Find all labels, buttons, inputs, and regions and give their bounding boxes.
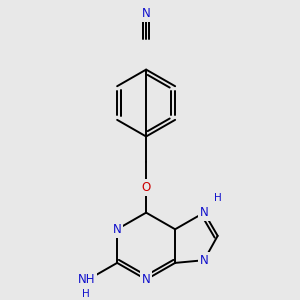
Text: H: H bbox=[214, 193, 221, 203]
Text: N: N bbox=[200, 206, 208, 219]
Text: N: N bbox=[142, 7, 151, 20]
Text: N: N bbox=[200, 254, 208, 267]
Text: N: N bbox=[113, 223, 122, 236]
Text: H: H bbox=[82, 289, 90, 299]
Text: O: O bbox=[142, 181, 151, 194]
Text: NH: NH bbox=[77, 273, 95, 286]
Text: N: N bbox=[142, 273, 151, 286]
